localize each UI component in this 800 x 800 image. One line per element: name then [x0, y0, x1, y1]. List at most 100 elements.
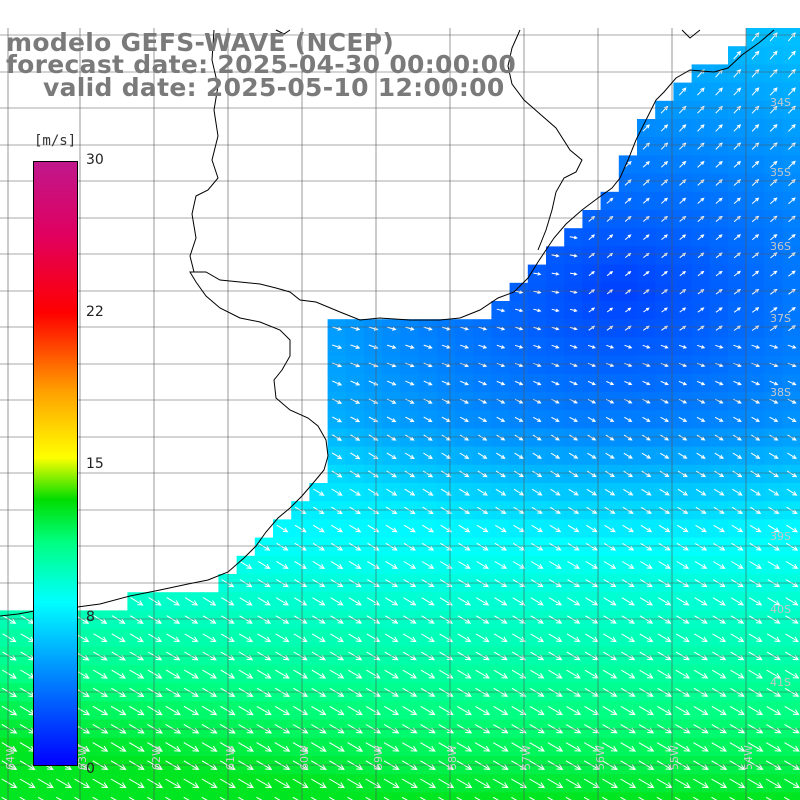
wind-arrow — [623, 488, 634, 496]
wind-arrow — [733, 380, 742, 386]
wind-arrow — [514, 452, 524, 459]
wind-arrow — [350, 416, 361, 423]
wind-arrow — [402, 705, 418, 716]
colorbar-tick-0: 0 — [86, 761, 95, 777]
wind-arrow — [588, 307, 596, 313]
wind-arrow — [733, 68, 742, 78]
wind-arrow — [659, 470, 670, 478]
wind-arrow — [624, 197, 632, 204]
wind-arrow — [147, 778, 164, 789]
wind-arrow — [492, 778, 509, 789]
wind-arrow — [642, 160, 650, 168]
wind-arrow — [56, 778, 73, 789]
wind-arrow — [714, 434, 724, 441]
wind-cell — [109, 792, 128, 800]
wind-arrow — [93, 669, 108, 679]
wind-arrow — [274, 705, 291, 716]
wind-arrow — [385, 524, 398, 533]
wind-arrow — [514, 434, 524, 441]
wind-arrow — [275, 669, 290, 679]
wind-arrow — [751, 197, 760, 204]
wind-arrow — [640, 561, 653, 569]
wind-arrow — [733, 215, 741, 223]
wind-arrow — [532, 416, 542, 422]
wind-cell — [163, 792, 183, 800]
wind-arrow — [624, 215, 632, 222]
wind-arrow — [713, 488, 725, 496]
wind-arrow — [693, 724, 709, 734]
wind-arrow — [715, 344, 724, 349]
wind-arrow — [386, 344, 397, 349]
wind-arrow — [386, 434, 397, 441]
wind-arrow — [493, 742, 509, 752]
wind-arrow — [386, 416, 397, 423]
wind-arrow — [679, 197, 687, 204]
wind-arrow — [276, 542, 289, 551]
wind-arrow — [183, 742, 200, 752]
wind-arrow — [477, 470, 488, 478]
wind-arrow — [274, 796, 281, 800]
wind-arrow — [202, 687, 218, 697]
wind-cell — [582, 792, 602, 800]
wind-arrow — [751, 87, 760, 96]
wind-arrow — [422, 488, 434, 496]
wind-cell — [637, 792, 656, 800]
wind-arrow — [386, 452, 397, 460]
wind-arrow — [459, 452, 470, 460]
wind-arrow — [310, 778, 327, 789]
wind-arrow — [551, 344, 560, 349]
wind-arrow — [715, 142, 723, 150]
wind-arrow — [313, 488, 325, 496]
wind-arrow — [749, 542, 762, 551]
wind-arrow — [329, 705, 345, 716]
wind-arrow — [679, 270, 687, 277]
wind-arrow — [384, 669, 399, 679]
wind-arrow — [405, 434, 415, 441]
wind-arrow — [729, 796, 736, 800]
wind-arrow — [623, 434, 633, 441]
wind-arrow — [438, 724, 454, 734]
wind-arrow — [550, 452, 561, 459]
wind-cell — [618, 792, 638, 800]
wind-arrow — [474, 796, 481, 800]
wind-arrow — [606, 271, 614, 277]
wind-arrow — [530, 633, 545, 643]
wind-arrow — [661, 289, 668, 295]
wind-arrow — [311, 633, 326, 643]
wind-arrow — [457, 633, 472, 643]
wind-arrow — [438, 705, 454, 716]
wind-arrow — [565, 742, 582, 752]
wind-arrow — [385, 560, 398, 569]
wind-arrow — [661, 270, 668, 277]
wind-arrow — [165, 796, 172, 800]
wind-arrow — [660, 160, 669, 168]
wind-arrow — [676, 542, 689, 551]
wind-arrow — [276, 560, 289, 569]
wind-arrow — [294, 597, 308, 606]
wind-arrow — [769, 105, 778, 114]
colorbar-tick-8: 8 — [86, 609, 95, 625]
wind-arrow — [606, 344, 615, 349]
wind-arrow — [257, 597, 271, 606]
wind-arrow — [110, 705, 127, 716]
wind-arrow — [19, 796, 26, 800]
wind-arrow — [2, 615, 17, 624]
wind-arrow — [711, 724, 727, 734]
wind-arrow — [638, 742, 655, 752]
wind-arrow — [643, 271, 650, 277]
wind-arrow — [639, 597, 654, 606]
wind-arrow — [641, 470, 652, 478]
wind-arrow — [496, 326, 506, 331]
wind-arrow — [37, 796, 44, 800]
wind-arrow — [624, 271, 632, 277]
wind-arrow — [529, 705, 545, 716]
wind-arrow — [624, 416, 633, 422]
wind-arrow — [641, 488, 652, 496]
lon-label: 61W — [224, 745, 237, 770]
wind-arrow — [643, 307, 650, 313]
wind-arrow — [715, 160, 723, 168]
wind-arrow — [202, 669, 218, 679]
wind-arrow — [367, 542, 380, 551]
wind-arrow — [202, 597, 217, 606]
wind-arrow — [642, 197, 650, 204]
